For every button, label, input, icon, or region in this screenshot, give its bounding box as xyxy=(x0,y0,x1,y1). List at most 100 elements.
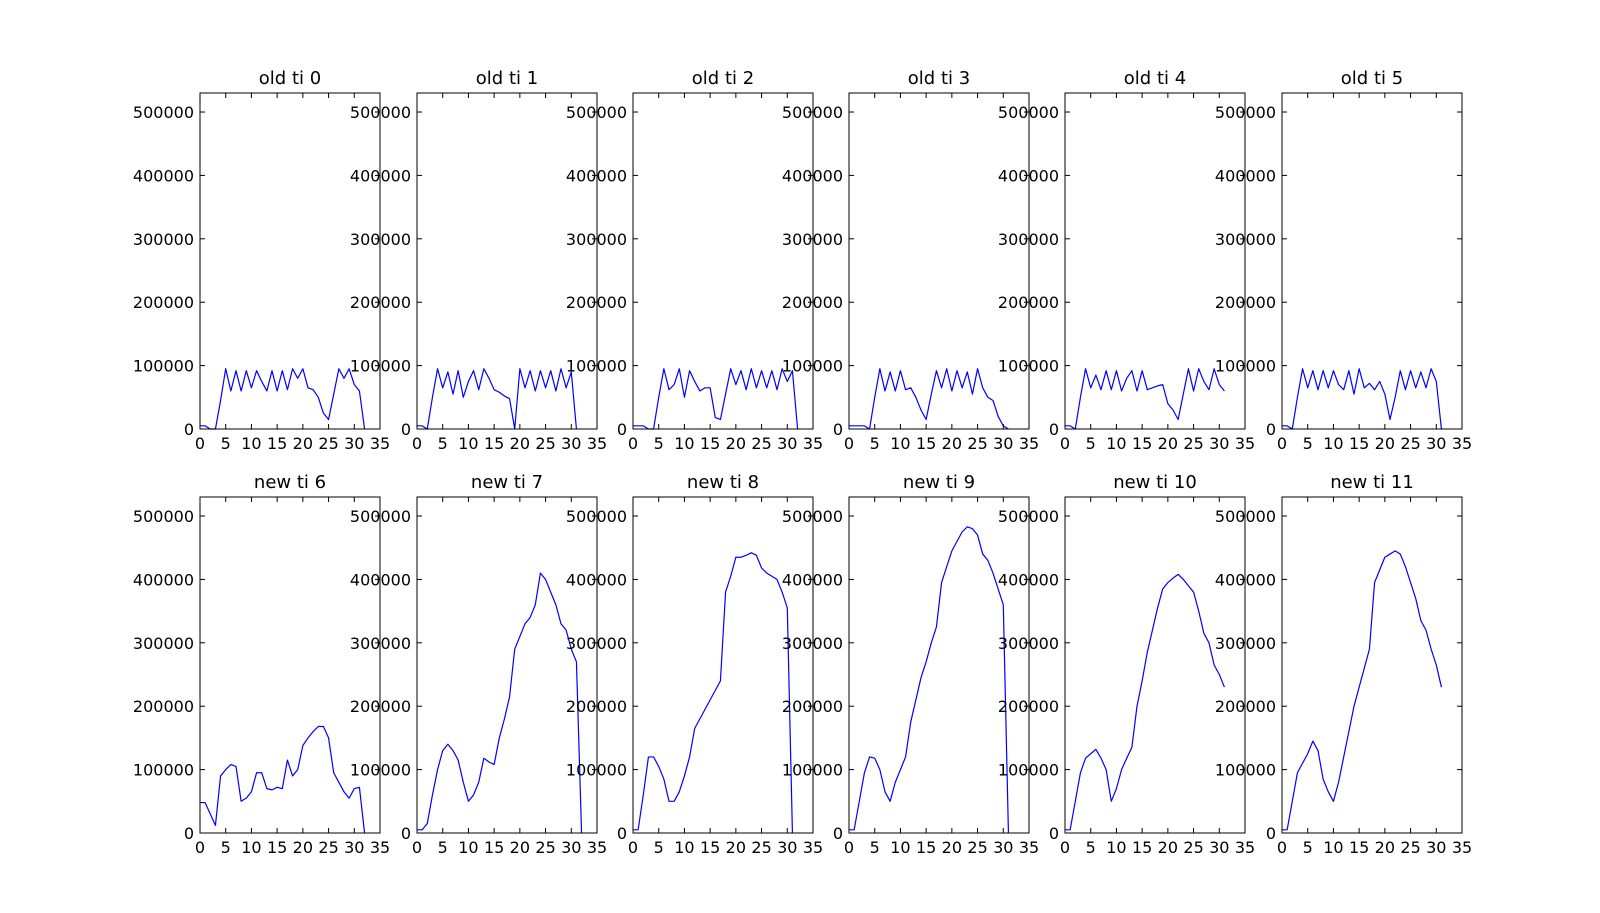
y-tick-label: 100000 xyxy=(350,761,411,780)
x-tick-label: 0 xyxy=(195,838,205,857)
data-point xyxy=(432,794,433,795)
data-point xyxy=(1395,550,1396,551)
plot-frame xyxy=(416,92,598,430)
data-point xyxy=(879,368,880,369)
data-point xyxy=(890,371,891,372)
x-tick-label: 20 xyxy=(1158,838,1178,857)
subplot-title: new ti 6 xyxy=(254,472,326,493)
data-point xyxy=(302,745,303,746)
y-tick-label: 100000 xyxy=(1215,357,1276,376)
data-point xyxy=(1188,585,1189,586)
data-point xyxy=(1364,387,1365,388)
data-point xyxy=(936,370,937,371)
data-point xyxy=(1116,788,1117,789)
data-point xyxy=(359,787,360,788)
x-tick-label: 25 xyxy=(967,434,987,453)
data-point xyxy=(241,801,242,802)
data-point xyxy=(287,389,288,390)
data-point xyxy=(668,389,669,390)
subplot-title: new ti 9 xyxy=(903,472,975,493)
x-tick-label: 30 xyxy=(561,434,581,453)
data-point xyxy=(1405,389,1406,390)
x-tick-label: 30 xyxy=(1426,838,1446,857)
x-tick-label: 25 xyxy=(967,838,987,857)
x-tick-label: 10 xyxy=(1323,838,1343,857)
data-point xyxy=(220,400,221,401)
x-tick-label: 25 xyxy=(1183,838,1203,857)
data-point xyxy=(1384,394,1385,395)
subplot-title: old ti 0 xyxy=(259,68,321,89)
y-tick-label: 300000 xyxy=(566,230,627,249)
data-point xyxy=(230,764,231,765)
data-point xyxy=(452,750,453,751)
data-point xyxy=(323,413,324,414)
data-point xyxy=(1080,772,1081,773)
data-point xyxy=(509,696,510,697)
plot-frame xyxy=(199,92,381,430)
data-point xyxy=(1328,791,1329,792)
x-tick-label: 35 xyxy=(370,838,390,857)
data-point xyxy=(560,368,561,369)
y-tick-label: 300000 xyxy=(998,230,1059,249)
plot-frame xyxy=(1064,92,1246,430)
data-point xyxy=(359,390,360,391)
x-tick-label: 0 xyxy=(412,434,422,453)
data-point xyxy=(504,718,505,719)
data-point xyxy=(638,425,639,426)
data-point xyxy=(751,368,752,369)
x-tick-label: 5 xyxy=(1086,838,1096,857)
y-tick-label: 500000 xyxy=(1215,103,1276,122)
y-tick-label: 100000 xyxy=(133,761,194,780)
data-point xyxy=(437,769,438,770)
data-point xyxy=(982,553,983,554)
data-point xyxy=(1106,370,1107,371)
data-point xyxy=(1070,425,1071,426)
data-point xyxy=(1400,370,1401,371)
x-tick-label: 30 xyxy=(344,838,364,857)
y-tick-label: 200000 xyxy=(782,697,843,716)
data-point xyxy=(725,591,726,592)
data-point xyxy=(478,389,479,390)
y-tick-label: 400000 xyxy=(566,570,627,589)
data-point xyxy=(1369,649,1370,650)
data-point xyxy=(1292,801,1293,802)
x-tick-label: 15 xyxy=(1349,838,1369,857)
data-point xyxy=(895,782,896,783)
plot-frame xyxy=(199,496,381,834)
data-point xyxy=(992,400,993,401)
y-tick-label: 300000 xyxy=(1215,634,1276,653)
x-tick-label: 15 xyxy=(484,838,504,857)
data-point xyxy=(323,726,324,727)
data-point xyxy=(1369,383,1370,384)
data-point xyxy=(977,368,978,369)
data-point xyxy=(1307,387,1308,388)
x-tick-label: 5 xyxy=(221,838,231,857)
subplot-5: 0 5 10 15 20 25 30 3501000002000003000004000005… xyxy=(1215,68,1472,453)
subplot-title: new ti 10 xyxy=(1113,472,1197,493)
data-point xyxy=(900,769,901,770)
data-point xyxy=(926,661,927,662)
x-tick-label: 25 xyxy=(1183,434,1203,453)
x-tick-label: 20 xyxy=(1158,434,1178,453)
subplot-11: 0 5 10 15 20 25 30 3501000002000003000004000005… xyxy=(1215,472,1472,857)
data-point xyxy=(468,381,469,382)
data-point xyxy=(1348,731,1349,732)
data-point xyxy=(1203,381,1204,382)
x-tick-label: 5 xyxy=(654,838,664,857)
y-tick-label: 500000 xyxy=(566,103,627,122)
data-point xyxy=(1147,389,1148,390)
data-point xyxy=(225,769,226,770)
y-tick-label: 400000 xyxy=(1215,570,1276,589)
data-point xyxy=(524,387,525,388)
data-point xyxy=(874,397,875,398)
data-point xyxy=(1126,758,1127,759)
data-point xyxy=(900,370,901,371)
series-line xyxy=(849,368,1009,430)
data-point xyxy=(1415,598,1416,599)
data-point xyxy=(256,772,257,773)
data-point xyxy=(1080,397,1081,398)
x-tick-label: 20 xyxy=(726,434,746,453)
data-point xyxy=(550,370,551,371)
data-point xyxy=(266,390,267,391)
x-tick-label: 5 xyxy=(438,434,448,453)
